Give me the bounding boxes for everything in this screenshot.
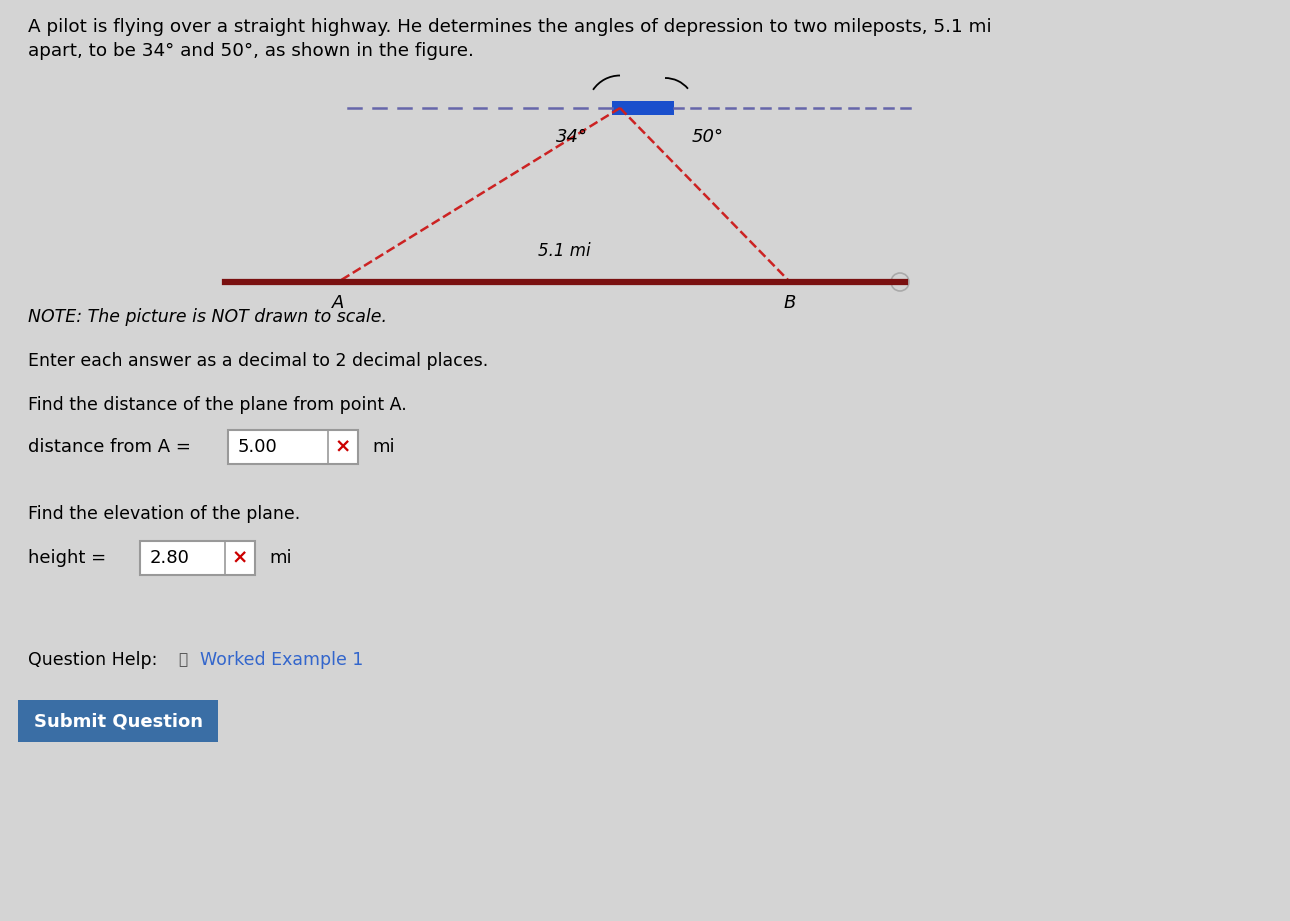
Text: distance from A =: distance from A = xyxy=(28,438,191,456)
Text: 5.1 mi: 5.1 mi xyxy=(538,242,591,260)
Text: Question Help:: Question Help: xyxy=(28,651,157,669)
Text: 34°: 34° xyxy=(556,128,588,146)
Bar xyxy=(611,101,673,115)
Text: 2.80: 2.80 xyxy=(150,549,190,567)
Text: A pilot is flying over a straight highway. He determines the angles of depressio: A pilot is flying over a straight highwa… xyxy=(28,18,992,36)
Text: Find the distance of the plane from point A.: Find the distance of the plane from poin… xyxy=(28,396,406,414)
Bar xyxy=(228,430,359,464)
Text: apart, to be 34° and 50°, as shown in the figure.: apart, to be 34° and 50°, as shown in th… xyxy=(28,42,473,60)
Text: 📄: 📄 xyxy=(178,652,187,668)
Text: height =: height = xyxy=(28,549,106,567)
Text: mi: mi xyxy=(372,438,395,456)
Text: ×: × xyxy=(232,549,248,567)
Text: 50°: 50° xyxy=(691,128,724,146)
Text: NOTE: The picture is NOT drawn to scale.: NOTE: The picture is NOT drawn to scale. xyxy=(28,308,387,326)
Text: ×: × xyxy=(335,437,351,457)
Bar xyxy=(141,541,255,575)
Text: Find the elevation of the plane.: Find the elevation of the plane. xyxy=(28,505,301,523)
Text: B: B xyxy=(784,294,796,312)
Text: Worked Example 1: Worked Example 1 xyxy=(200,651,364,669)
Text: Submit Question: Submit Question xyxy=(34,712,203,730)
Text: 5.00: 5.00 xyxy=(237,438,277,456)
Bar xyxy=(18,700,218,742)
Text: Enter each answer as a decimal to 2 decimal places.: Enter each answer as a decimal to 2 deci… xyxy=(28,352,488,370)
Text: A: A xyxy=(332,294,344,312)
Text: mi: mi xyxy=(270,549,292,567)
